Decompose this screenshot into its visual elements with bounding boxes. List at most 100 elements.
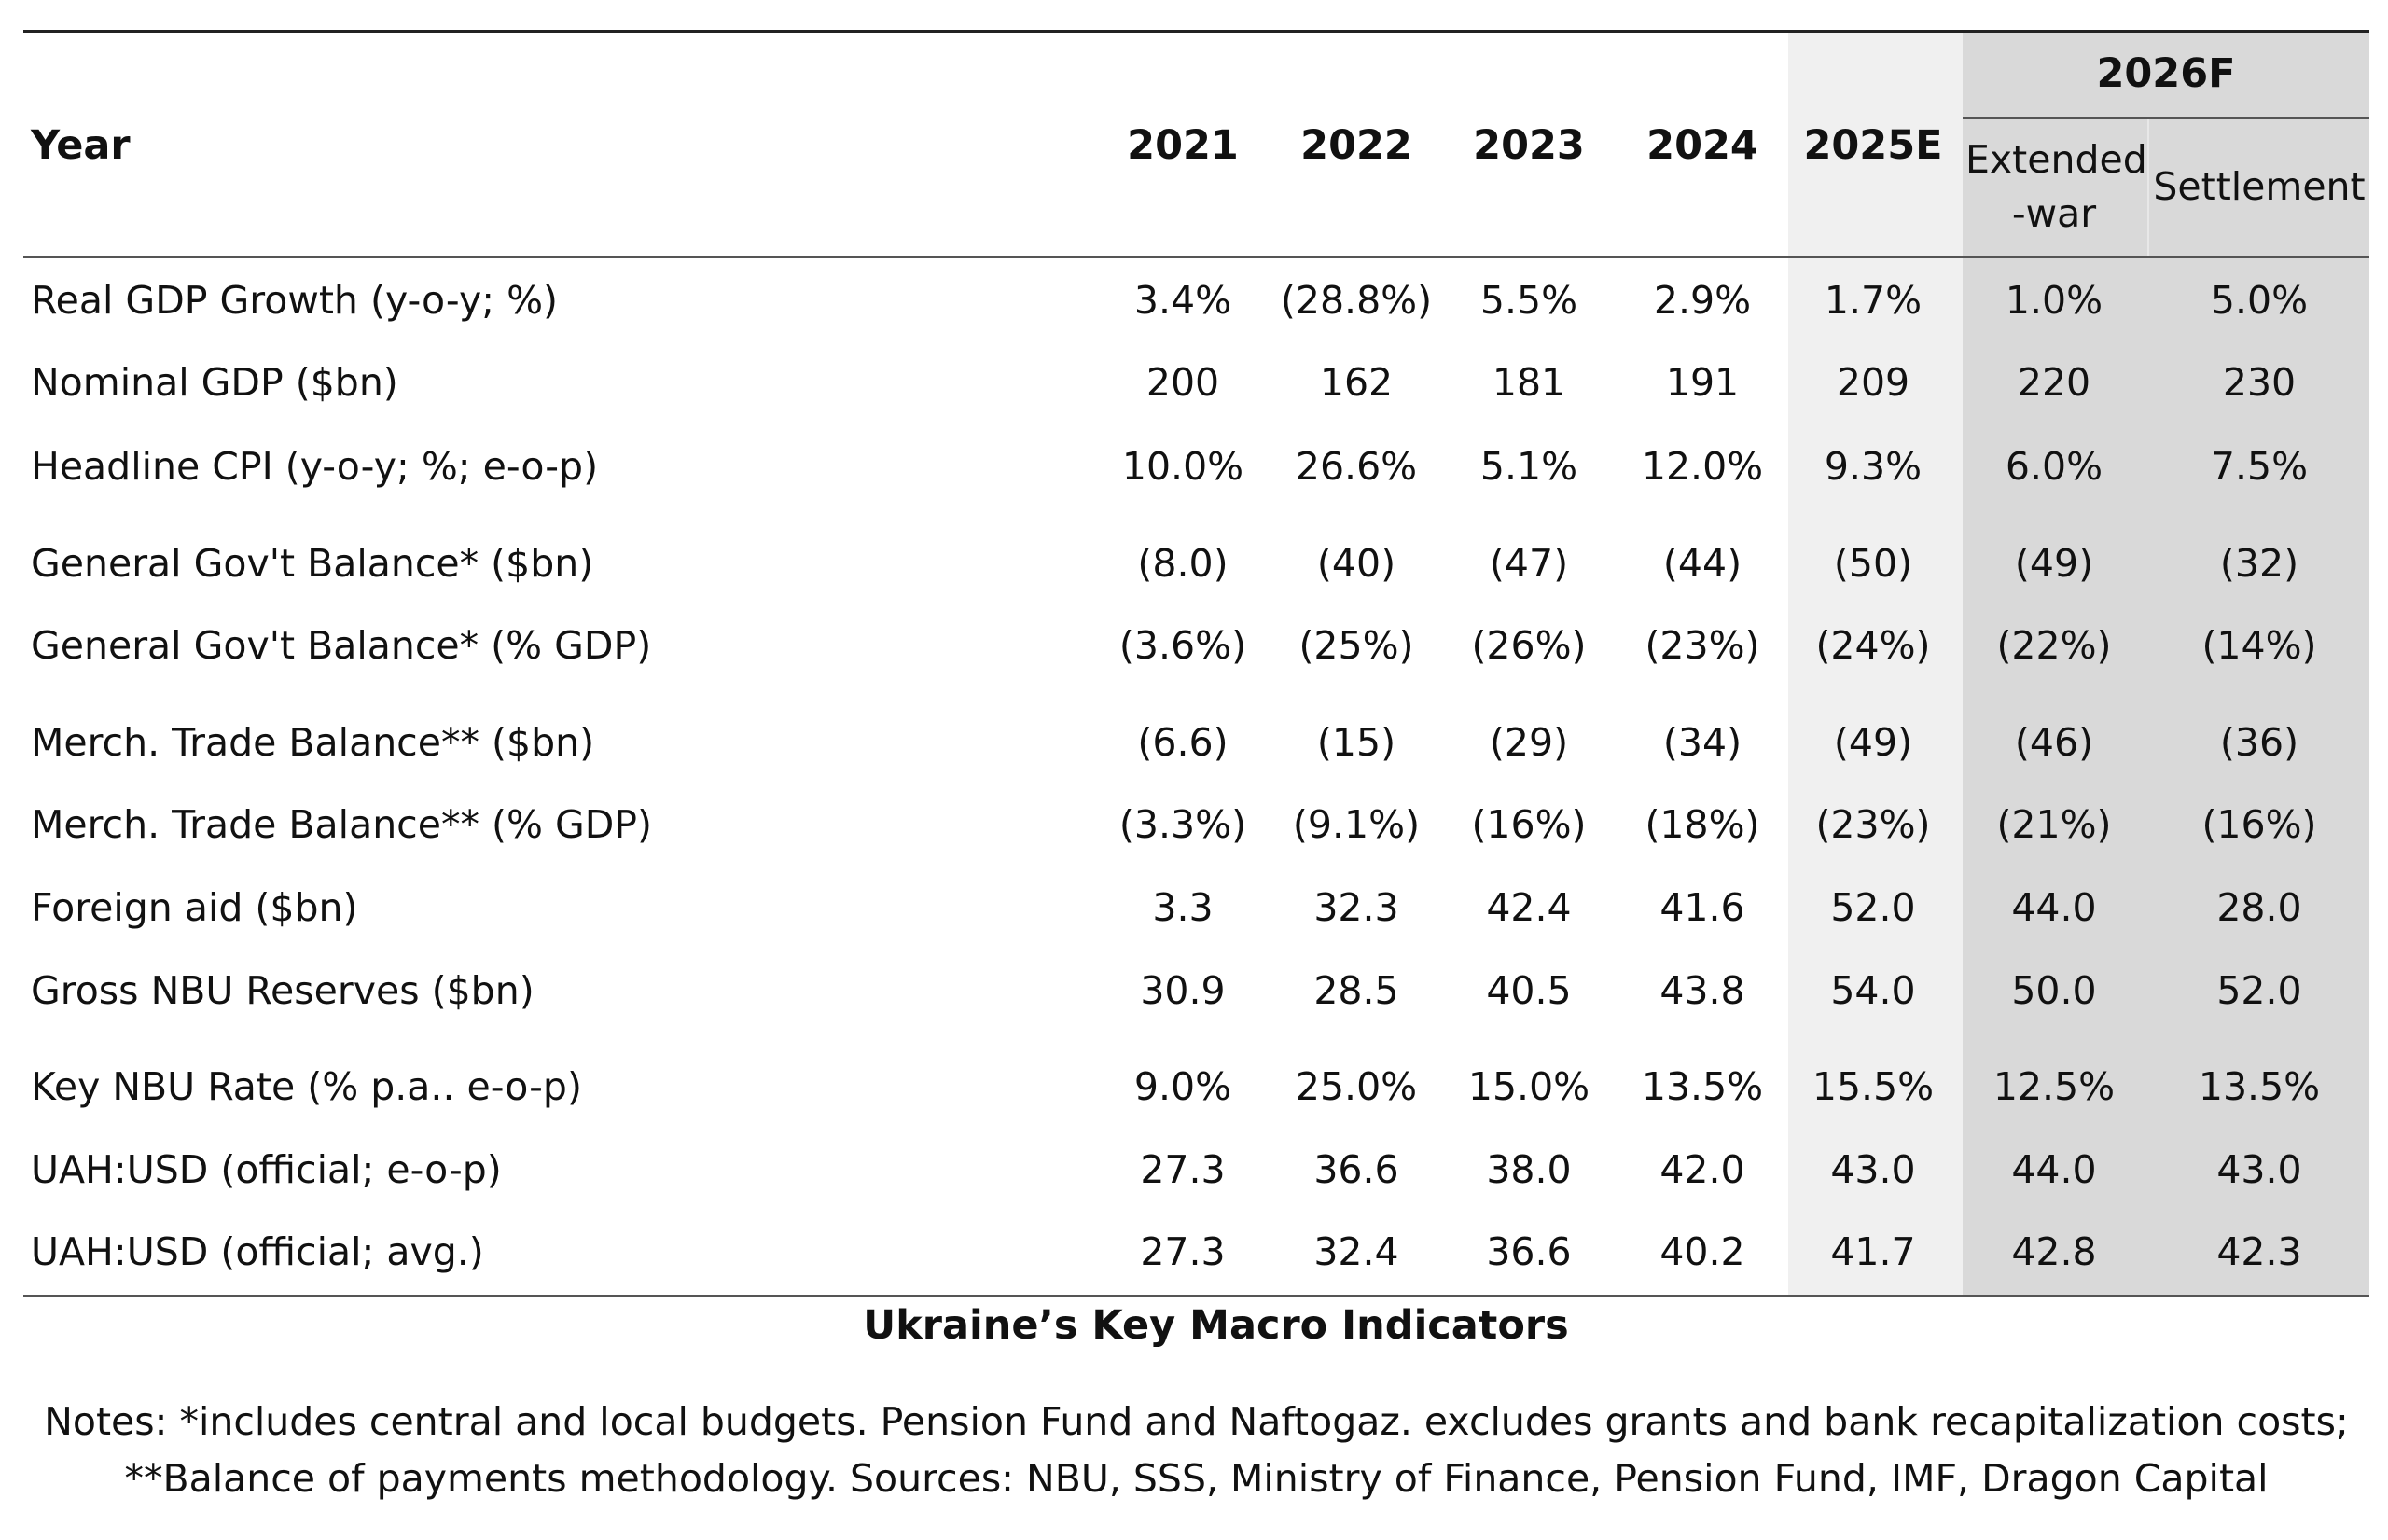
row-value: 32.4	[1313, 1229, 1399, 1274]
row-value: (22%)	[1996, 623, 2112, 668]
row-value: (23%)	[1815, 802, 1931, 847]
header-year-col: 2021	[1127, 122, 1239, 169]
row-label: Nominal GDP ($bn)	[31, 360, 398, 405]
row-label: Headline CPI (y-o-y; %; e-o-p)	[31, 444, 599, 489]
row-value: 181	[1492, 360, 1566, 405]
row-value: 44.0	[2011, 885, 2097, 930]
header-forecast: 2026F	[2096, 50, 2236, 97]
header-year-col: 2022	[1300, 122, 1412, 169]
row-value: (3.3%)	[1118, 802, 1247, 847]
row-value: (14%)	[2201, 623, 2317, 668]
bottom-rule	[23, 1295, 2369, 1297]
row-value: 26.6%	[1295, 444, 1418, 489]
row-value: 25.0%	[1295, 1064, 1418, 1109]
row-value: 1.0%	[2005, 278, 2103, 323]
row-label: Real GDP Growth (y-o-y; %)	[31, 278, 559, 323]
row-value: 27.3	[1140, 1147, 1226, 1192]
row-value: (9.1%)	[1292, 802, 1421, 847]
row-value: 220	[2017, 360, 2091, 405]
header-year-col: 2024	[1646, 122, 1758, 169]
header-year-col: 2023	[1473, 122, 1585, 169]
row-value: (8.0)	[1137, 541, 1229, 586]
notes-line: **Balance of payments methodology. Sourc…	[124, 1456, 2269, 1501]
row-value: 40.2	[1659, 1229, 1745, 1274]
row-value: 43.8	[1659, 968, 1745, 1013]
top-rule	[23, 30, 2369, 33]
row-value: 40.5	[1486, 968, 1572, 1013]
row-value: (25%)	[1298, 623, 1414, 668]
row-value: (46)	[2014, 720, 2094, 765]
row-value: 1.7%	[1824, 278, 1923, 323]
row-value: 52.0	[1830, 885, 1916, 930]
row-value: 13.5%	[1641, 1064, 1764, 1109]
row-value: (28.8%)	[1280, 278, 1433, 323]
row-value: 5.1%	[1479, 444, 1578, 489]
row-value: (26%)	[1471, 623, 1587, 668]
estimate-shade	[1788, 31, 1963, 1297]
row-value: 27.3	[1140, 1229, 1226, 1274]
row-label: UAH:USD (official; e-o-p)	[31, 1147, 502, 1192]
row-value: 230	[2222, 360, 2297, 405]
header-year-col: 2025E	[1803, 122, 1943, 169]
row-value: 36.6	[1313, 1147, 1399, 1192]
row-label: Foreign aid ($bn)	[31, 885, 358, 930]
row-value: (34)	[1662, 720, 1742, 765]
row-value: 44.0	[2011, 1147, 2097, 1192]
row-value: 28.5	[1313, 968, 1399, 1013]
header-scenario: Settlement	[2153, 164, 2366, 209]
row-value: 191	[1665, 360, 1740, 405]
caption: Ukraine’s Key Macro Indicators	[863, 1302, 1569, 1349]
row-value: (50)	[1833, 541, 1913, 586]
row-value: (23%)	[1645, 623, 1760, 668]
row-value: 41.6	[1659, 885, 1745, 930]
row-value: 209	[1836, 360, 1910, 405]
row-value: 15.0%	[1467, 1064, 1590, 1109]
row-value: 3.3	[1152, 885, 1214, 930]
row-value: 12.0%	[1641, 444, 1764, 489]
row-label: Gross NBU Reserves ($bn)	[31, 968, 535, 1013]
header-rule	[23, 256, 2369, 258]
row-label: General Gov't Balance* (% GDP)	[31, 623, 652, 668]
row-value: (16%)	[1471, 802, 1587, 847]
row-value: (40)	[1316, 541, 1396, 586]
row-value: 54.0	[1830, 968, 1916, 1013]
row-value: 9.0%	[1133, 1064, 1232, 1109]
row-value: (16%)	[2201, 802, 2317, 847]
row-value: 43.0	[2216, 1147, 2302, 1192]
row-value: 42.4	[1486, 885, 1572, 930]
row-value: 9.3%	[1824, 444, 1923, 489]
row-value: 6.0%	[2005, 444, 2103, 489]
row-value: 43.0	[1830, 1147, 1916, 1192]
row-value: (3.6%)	[1118, 623, 1247, 668]
row-value: (47)	[1489, 541, 1569, 586]
row-value: 32.3	[1313, 885, 1399, 930]
header-scenario: Extended -war	[1965, 137, 2147, 236]
row-value: 10.0%	[1121, 444, 1244, 489]
notes-line: Notes: *includes central and local budge…	[44, 1399, 2349, 1444]
row-label: Merch. Trade Balance** (% GDP)	[31, 802, 653, 847]
row-value: 52.0	[2216, 968, 2302, 1013]
row-value: 42.0	[1659, 1147, 1745, 1192]
row-value: 2.9%	[1653, 278, 1752, 323]
row-value: (24%)	[1815, 623, 1931, 668]
row-value: (18%)	[1645, 802, 1760, 847]
row-value: 7.5%	[2210, 444, 2309, 489]
header-year: Year	[31, 122, 131, 169]
row-value: 162	[1319, 360, 1394, 405]
row-label: Merch. Trade Balance** ($bn)	[31, 720, 595, 765]
row-value: 13.5%	[2198, 1064, 2321, 1109]
row-value: 15.5%	[1812, 1064, 1935, 1109]
row-value: (32)	[2219, 541, 2299, 586]
row-value: 42.8	[2011, 1229, 2097, 1274]
row-value: 36.6	[1486, 1229, 1572, 1274]
row-value: (49)	[1833, 720, 1913, 765]
row-value: 30.9	[1140, 968, 1226, 1013]
row-value: (36)	[2219, 720, 2299, 765]
scenario-divider	[2147, 118, 2149, 257]
row-value: 200	[1145, 360, 1220, 405]
row-value: (15)	[1316, 720, 1396, 765]
row-value: 3.4%	[1133, 278, 1232, 323]
row-label: General Gov't Balance* ($bn)	[31, 541, 594, 586]
row-value: 50.0	[2011, 968, 2097, 1013]
row-value: 41.7	[1830, 1229, 1916, 1274]
